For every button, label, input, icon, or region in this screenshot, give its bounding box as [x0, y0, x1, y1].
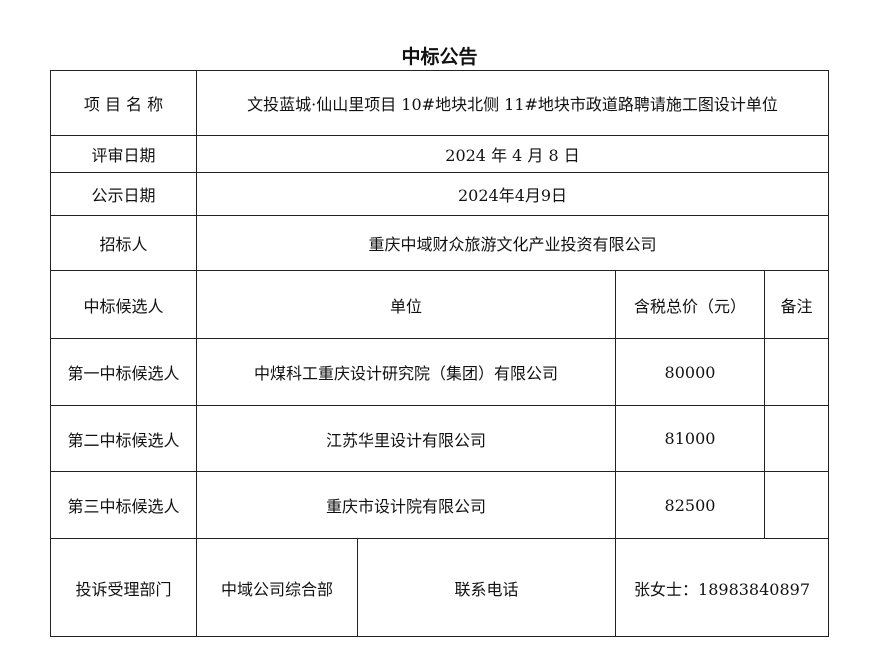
page-title: 中标公告 — [401, 46, 478, 68]
candidate-unit: 江苏华里设计有限公司 — [196, 405, 616, 472]
complaint-dept: 中域公司综合部 — [196, 538, 358, 637]
candidate-rank: 第三中标候选人 — [50, 471, 197, 539]
phone-value: 张女士：18983840897 — [614, 538, 830, 637]
candidate-unit: 中煤科工重庆设计研究院（集团）有限公司 — [196, 338, 616, 406]
candidate-note — [763, 471, 830, 539]
unit-header: 单位 — [196, 270, 616, 339]
candidate-note — [763, 338, 830, 406]
tenderer-row: 招标人 重庆中域财众旅游文化产业投资有限公司 — [50, 215, 830, 271]
review-date-row: 评审日期 2024 年 4 月 8 日 — [50, 135, 830, 173]
note-header: 备注 — [763, 270, 830, 339]
price-header: 含税总价（元） — [615, 270, 765, 339]
candidate-price: 82500 — [615, 471, 765, 539]
review-date-value: 2024 年 4 月 8 日 — [195, 135, 830, 173]
candidate-price: 81000 — [615, 405, 765, 472]
table-row: 第二中标候选人 江苏华里设计有限公司 81000 — [50, 405, 830, 472]
tenderer-label: 招标人 — [50, 215, 197, 271]
publish-date-value: 2024年4月9日 — [195, 172, 830, 216]
candidate-header: 中标候选人 — [50, 270, 197, 339]
publish-date-row: 公示日期 2024年4月9日 — [50, 172, 830, 216]
project-value: 文投蓝城·仙山里项目 10#地块北侧 11#地块市政道路聘请施工图设计单位 — [195, 70, 830, 136]
candidate-rank: 第二中标候选人 — [50, 405, 197, 472]
candidate-unit: 重庆市设计院有限公司 — [196, 471, 616, 539]
candidates-header-row: 中标候选人 单位 含税总价（元） 备注 — [50, 270, 830, 339]
publish-date-label: 公示日期 — [50, 172, 197, 216]
project-label: 项 目 名 称 — [50, 70, 197, 136]
table-row: 第一中标候选人 中煤科工重庆设计研究院（集团）有限公司 80000 — [50, 338, 830, 406]
candidate-rank: 第一中标候选人 — [50, 338, 197, 406]
table-row: 第三中标候选人 重庆市设计院有限公司 82500 — [50, 471, 830, 539]
project-row: 项 目 名 称 文投蓝城·仙山里项目 10#地块北侧 11#地块市政道路聘请施工… — [50, 70, 830, 136]
review-date-label: 评审日期 — [50, 135, 197, 173]
complaint-label: 投诉受理部门 — [50, 538, 197, 637]
announcement-table: 项 目 名 称 文投蓝城·仙山里项目 10#地块北侧 11#地块市政道路聘请施工… — [50, 70, 830, 637]
phone-label: 联系电话 — [357, 538, 616, 637]
complaint-row: 投诉受理部门 中域公司综合部 联系电话 张女士：18983840897 — [50, 538, 830, 637]
candidate-price: 80000 — [615, 338, 765, 406]
candidate-note — [763, 405, 830, 472]
tenderer-value: 重庆中域财众旅游文化产业投资有限公司 — [195, 215, 830, 271]
